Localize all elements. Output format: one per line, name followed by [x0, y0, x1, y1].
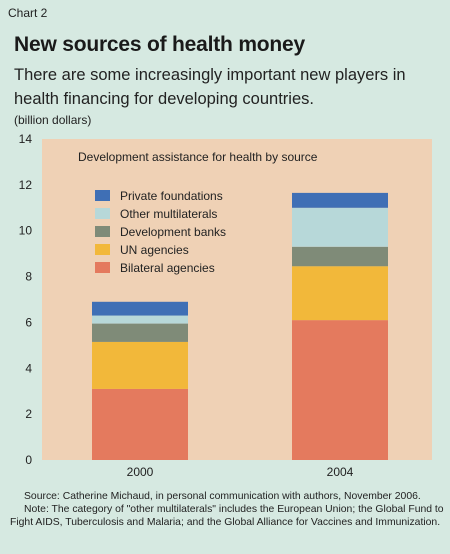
bar-segment	[92, 388, 188, 460]
y-tick-label: 10	[19, 224, 33, 238]
bars	[92, 192, 388, 460]
source-notes: Source: Catherine Michaud, in personal c…	[10, 490, 446, 529]
bar-segment	[92, 315, 188, 324]
bar-segment	[92, 341, 188, 389]
y-axis: 0 2 4 6 8 10 12 14	[19, 132, 33, 467]
y-tick-label: 14	[19, 132, 33, 146]
chart-subtitle: There are some increasingly important ne…	[14, 66, 406, 108]
y-tick-label: 2	[25, 407, 32, 421]
legend-swatch	[95, 190, 110, 201]
legend-label: UN agencies	[120, 243, 189, 257]
legend-label: Bilateral agencies	[120, 261, 215, 275]
legend-swatch	[95, 262, 110, 273]
legend-swatch	[95, 208, 110, 219]
legend-swatch	[95, 226, 110, 237]
chart-number: Chart 2	[8, 6, 48, 20]
bar-segment	[92, 301, 188, 316]
bar-segment	[292, 320, 388, 460]
bar-segment	[292, 207, 388, 247]
bar-segment	[292, 192, 388, 208]
x-axis: 2000 2004	[127, 465, 354, 479]
bar-segment	[92, 323, 188, 342]
note-text: Note: The category of "other multilatera…	[10, 504, 444, 528]
stacked-bar-chart: Development assistance for health by sou…	[19, 132, 432, 479]
y-tick-label: 4	[25, 361, 32, 375]
legend-swatch	[95, 244, 110, 255]
y-tick-label: 12	[19, 178, 33, 192]
chart-title: New sources of health money	[14, 33, 306, 56]
legend: Private foundations Other multilaterals De…	[95, 189, 226, 275]
unit-label: (billion dollars)	[14, 113, 92, 127]
bar-segment	[292, 246, 388, 267]
legend-label: Other multilaterals	[120, 207, 217, 221]
y-tick-label: 8	[25, 270, 32, 284]
x-tick-label: 2000	[127, 465, 154, 479]
plot-title: Development assistance for health by sou…	[78, 150, 318, 164]
y-tick-label: 0	[25, 453, 32, 467]
x-tick-label: 2004	[327, 465, 354, 479]
y-tick-label: 6	[25, 315, 32, 329]
bar-segment	[292, 266, 388, 321]
legend-label: Development banks	[120, 225, 226, 239]
source-text: Source: Catherine Michaud, in personal c…	[24, 491, 421, 502]
legend-label: Private foundations	[120, 189, 223, 203]
